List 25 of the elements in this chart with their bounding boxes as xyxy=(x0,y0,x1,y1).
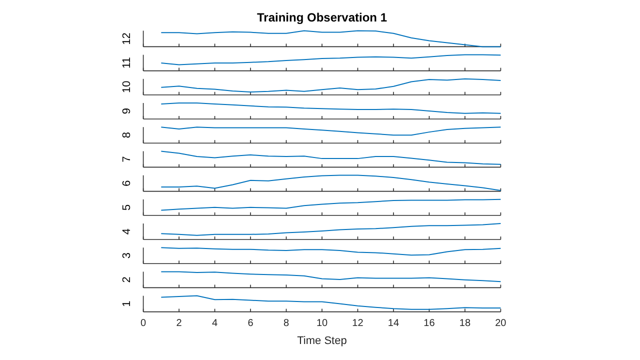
y-axis-title: 8 xyxy=(121,132,134,138)
y-axis-title: 9 xyxy=(121,108,134,114)
y-axis-title: 4 xyxy=(121,228,134,235)
x-tick-label: 6 xyxy=(248,318,254,329)
x-tick-label: 10 xyxy=(316,318,328,329)
y-axis-title: 11 xyxy=(121,57,134,69)
y-axis-title: 3 xyxy=(121,252,134,259)
x-tick-label: 2 xyxy=(176,318,182,329)
y-axis-title: 1 xyxy=(121,300,134,307)
chart-title: Training Observation 1 xyxy=(256,10,388,25)
x-axis-title: Time Step xyxy=(297,334,347,347)
x-tick-label: 12 xyxy=(352,318,364,329)
x-tick-label: 18 xyxy=(459,318,471,329)
x-tick-label: 0 xyxy=(140,318,147,329)
x-tick-label: 16 xyxy=(424,318,436,329)
y-axis-title: 2 xyxy=(121,276,134,283)
y-axis-title: 10 xyxy=(121,80,134,94)
x-tick-label: 14 xyxy=(388,318,400,329)
y-axis-title: 6 xyxy=(121,180,134,186)
y-axis-title: 7 xyxy=(121,156,134,162)
x-tick-label: 4 xyxy=(212,318,218,329)
x-tick-label: 8 xyxy=(283,318,290,329)
y-axis-title: 5 xyxy=(121,204,134,210)
y-axis-title: 12 xyxy=(121,32,134,45)
x-tick-label: 20 xyxy=(495,318,507,329)
